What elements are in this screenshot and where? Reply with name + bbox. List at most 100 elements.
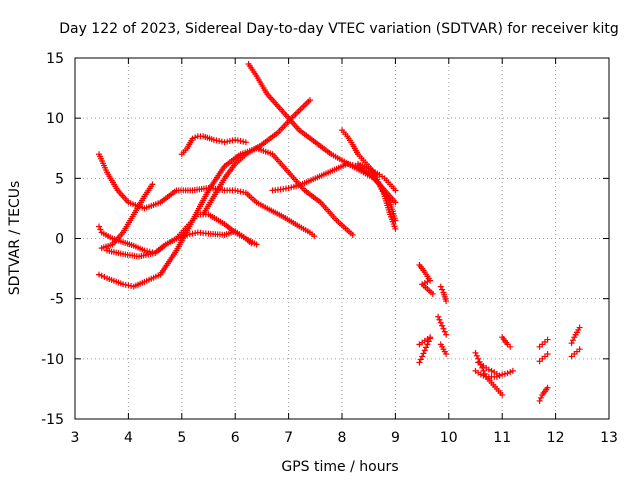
data-point (349, 162, 356, 169)
series-track-13 (437, 283, 450, 305)
x-tick-label: 8 (338, 430, 347, 446)
series-track-4 (98, 181, 156, 252)
data-point (125, 282, 132, 289)
data-point (122, 281, 129, 288)
data-point (568, 340, 575, 347)
data-point (120, 281, 127, 288)
data-point (423, 344, 430, 351)
data-point (229, 137, 236, 144)
data-point (421, 280, 428, 287)
data-point (544, 351, 551, 358)
series-track-15 (416, 334, 434, 348)
data-point (288, 184, 295, 191)
x-tick-label: 6 (231, 430, 240, 446)
data-point (234, 137, 241, 144)
data-points (96, 61, 583, 404)
data-point (443, 331, 450, 338)
data-point (98, 272, 105, 279)
data-point (224, 138, 231, 145)
x-tick-label: 3 (71, 430, 80, 446)
axis-ticks: 3 4 5 6 7 8 9 10 11 12 13 -15 -10 -5 0 5 10 15 (41, 51, 618, 446)
x-tick-label: 10 (440, 430, 458, 446)
x-tick-label: 11 (493, 430, 511, 446)
series-track-18 (472, 349, 506, 398)
y-tick-label: -5 (50, 292, 64, 308)
data-point (424, 341, 431, 348)
x-axis-label: GPS time / hours (281, 459, 398, 475)
x-tick-label: 9 (391, 430, 400, 446)
data-point (507, 369, 514, 376)
series-track-24 (536, 384, 551, 404)
data-point (237, 138, 244, 145)
data-point (96, 271, 103, 278)
data-point (437, 319, 444, 326)
data-point (253, 241, 260, 248)
data-point (488, 367, 495, 374)
data-point (443, 298, 450, 305)
data-point (232, 187, 239, 194)
series-track-8 (245, 61, 399, 206)
series-track-26 (568, 346, 583, 360)
data-point (218, 138, 225, 145)
y-tick-label: 15 (46, 51, 64, 67)
data-point (349, 231, 356, 238)
series-track-17 (437, 341, 450, 358)
data-point (392, 217, 399, 224)
data-point (306, 97, 313, 104)
x-tick-label: 4 (124, 430, 133, 446)
data-point (192, 230, 199, 237)
y-tick-label: 0 (55, 232, 64, 248)
data-point (311, 233, 318, 240)
data-point (441, 328, 448, 335)
data-point (443, 351, 450, 358)
data-point (240, 138, 247, 145)
data-point (499, 391, 506, 398)
data-point (473, 352, 480, 359)
data-point (344, 160, 351, 167)
x-tick-label: 12 (547, 430, 565, 446)
data-point (280, 186, 287, 193)
y-axis-label: SDTVAR / TECUs (7, 181, 23, 296)
data-point (417, 356, 424, 363)
series-track-7 (200, 97, 313, 218)
series-track-6 (178, 133, 249, 158)
data-point (234, 187, 241, 194)
series-track-1 (96, 151, 318, 240)
chart-title: Day 122 of 2023, Sidereal Day-to-day VTE… (59, 21, 619, 37)
data-point (189, 135, 196, 142)
y-tick-label: 10 (46, 111, 64, 127)
data-point (536, 397, 543, 404)
data-point (477, 371, 484, 378)
data-point (544, 336, 551, 343)
data-point (237, 188, 244, 195)
data-point (347, 161, 354, 168)
data-point (240, 189, 247, 196)
series-track-14 (416, 335, 434, 366)
y-tick-label: -15 (41, 412, 64, 428)
y-tick-label: -10 (41, 352, 64, 368)
data-point (420, 350, 427, 357)
data-point (544, 384, 551, 391)
data-point (232, 136, 239, 143)
data-point (144, 248, 151, 255)
data-point (282, 185, 289, 192)
data-point (226, 138, 233, 145)
data-point (189, 230, 196, 237)
data-point (429, 290, 436, 297)
data-point (96, 223, 103, 230)
y-tick-label: 5 (55, 171, 64, 187)
data-point (210, 136, 217, 143)
data-point (537, 394, 544, 401)
data-point (439, 286, 446, 293)
series-track-20 (475, 359, 503, 379)
data-point (507, 343, 514, 350)
data-point (427, 334, 434, 341)
data-point (421, 347, 428, 354)
data-point (569, 337, 576, 344)
data-point (435, 313, 442, 320)
data-point (576, 346, 583, 353)
data-point (392, 199, 399, 206)
grid (75, 58, 609, 419)
data-point (576, 324, 583, 331)
data-point (192, 134, 199, 141)
